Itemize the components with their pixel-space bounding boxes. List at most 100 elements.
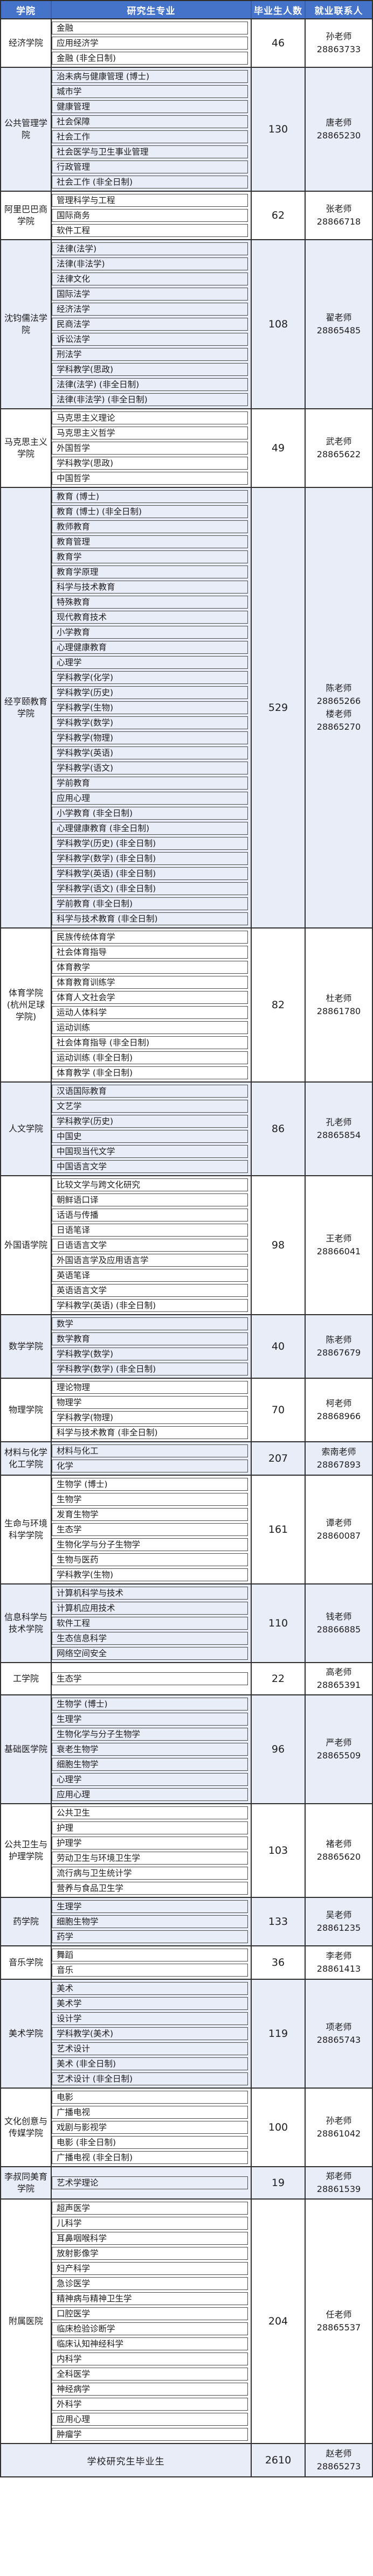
employment-contact: 杜老师 28861780 xyxy=(306,929,372,1081)
major-cell: 日语笔译 xyxy=(52,1224,248,1237)
major-cell: 中国史 xyxy=(52,1130,248,1143)
major-cell: 小学教育 xyxy=(52,626,248,639)
college-name: 基础医学院 xyxy=(1,1695,52,1803)
major-cell: 学科教学(物理) xyxy=(52,1411,248,1424)
major-cell: 临床认知神经科学 xyxy=(52,2337,248,2350)
footer-label: 学校研究生毕业生 xyxy=(1,2444,252,2476)
major-cell: 学科教学(数学) (非全日制) xyxy=(52,1363,248,1376)
major-cell: 体育人文社会学 xyxy=(52,991,248,1004)
college-name: 公共管理学院 xyxy=(1,68,52,191)
majors-column: 生理学 细胞生物学 药学 xyxy=(52,1898,252,1945)
college-name: 马克思主义学院 xyxy=(1,409,52,487)
major-cell: 劳动卫生与环境卫生学 xyxy=(52,1852,248,1865)
major-cell: 中国现当代文学 xyxy=(52,1145,248,1158)
graduate-count: 204 xyxy=(252,2200,306,2443)
college-name: 公共卫生与护理学院 xyxy=(1,1804,52,1897)
major-cell: 学科教学(数学) xyxy=(52,716,248,729)
college-name: 外国语学院 xyxy=(1,1176,52,1314)
graduate-count: 46 xyxy=(252,19,306,67)
college-name: 美术学院 xyxy=(1,1980,52,2088)
major-cell: 耳鼻咽喉科学 xyxy=(52,2232,248,2245)
table-body: 经济学院 金融 应用经济学 金融 (非全日制) 46 孙老师 28863733 公共管理学院治… xyxy=(1,18,372,2443)
employment-contact: 项老师 28865743 xyxy=(306,1980,372,2088)
major-cell: 汉语国际教育 xyxy=(52,1085,248,1098)
college-name: 李叔同美育学院 xyxy=(1,2167,52,2198)
college-section: 工学院 生态学 22 高老师 28865391 xyxy=(1,1662,372,1694)
major-cell: 教育 (博士) (非全日制) xyxy=(52,505,248,518)
major-cell: 药学 xyxy=(52,1930,248,1943)
contact-phone: 28861780 xyxy=(316,1006,361,1016)
major-cell: 学科教学(思政) xyxy=(52,457,248,470)
college-section: 美术学院 美术 美术学 设计学 学科教学(美术) 艺术设计 美术 (非全日制) 艺术设计 (非… xyxy=(1,1979,372,2088)
graduate-employment-table: 学院 研究生专业 毕业生人数 就业联系人 经济学院 金融 应用经济学 金融 (非全日制… xyxy=(0,0,373,2477)
major-cell: 学科教学(化学) xyxy=(52,671,248,684)
major-cell: 肿瘤学 xyxy=(52,2428,248,2441)
major-cell: 放射影像学 xyxy=(52,2247,248,2260)
major-cell: 社会工作 xyxy=(52,130,248,143)
contact-name: 严老师 xyxy=(326,1737,352,1748)
major-cell: 应用经济学 xyxy=(52,37,248,50)
college-section: 经济学院 金融 应用经济学 金融 (非全日制) 46 孙老师 28863733 xyxy=(1,18,372,67)
major-cell: 数学教育 xyxy=(52,1332,248,1345)
contact-phone: 28865854 xyxy=(316,1130,361,1140)
major-cell: 经济法学 xyxy=(52,303,248,316)
majors-column: 治未病与健康管理 (博士) 城市学 健康管理 社会保障 社会工作 社会医学与卫生事业管理行… xyxy=(52,68,252,191)
major-cell: 民商法学 xyxy=(52,318,248,331)
majors-column: 法律(法学) 法律(非法学) 法律文化 国际法学 经济法学 民商法学 诉讼法学 刑法学 学科教学… xyxy=(52,240,252,408)
major-cell: 科学与技术教育 xyxy=(52,581,248,594)
employment-contact: 陈老师 28867679 xyxy=(306,1315,372,1378)
contact-name: 索南老师 xyxy=(321,1447,356,1457)
major-cell: 美术学 xyxy=(52,1997,248,2010)
majors-column: 金融 应用经济学 金融 (非全日制) xyxy=(52,19,252,67)
major-cell: 科学与技术教育 (非全日制) xyxy=(52,1426,248,1439)
contact-phone: 28865230 xyxy=(316,130,361,141)
major-cell: 护理 xyxy=(52,1821,248,1834)
header-college: 学院 xyxy=(1,1,52,18)
major-cell: 社会工作 (非全日制) xyxy=(52,176,248,189)
contact-phone: 28863733 xyxy=(316,44,361,54)
college-name: 沈钧儒法学院 xyxy=(1,240,52,408)
contact-name: 张老师 xyxy=(326,204,352,214)
major-cell: 内科学 xyxy=(52,2352,248,2365)
majors-column: 美术 美术学 设计学 学科教学(美术) 艺术设计 美术 (非全日制) 艺术设计 (非全日制) xyxy=(52,1980,252,2088)
major-cell: 超声医学 xyxy=(52,2202,248,2215)
major-cell: 法律(法学) (非全日制) xyxy=(52,378,248,391)
graduate-count: 40 xyxy=(252,1315,306,1378)
employment-contact: 唐老师 28865230 xyxy=(306,68,372,191)
major-cell: 护理学 xyxy=(52,1837,248,1849)
major-cell: 学科教学(历史) xyxy=(52,1115,248,1128)
major-cell: 衰老生物学 xyxy=(52,1743,248,1756)
graduate-count: 98 xyxy=(252,1176,306,1314)
major-cell: 广播电视 (非全日制) xyxy=(52,2151,248,2164)
majors-column: 生物学 (博士) 生物学 发育生物学 生态学 生物化学与分子生物学 生物与医药 学科教学(生… xyxy=(52,1476,252,1583)
employment-contact: 谭老师 28860087 xyxy=(306,1476,372,1583)
graduate-count: 110 xyxy=(252,1584,306,1662)
major-cell: 现代教育技术 xyxy=(52,611,248,624)
major-cell: 软件工程 xyxy=(52,1617,248,1630)
major-cell: 舞蹈 xyxy=(52,1949,248,1961)
college-section: 物理学院 理论物理 物理学 学科教学(物理) 科学与技术教育 (非全日制) 70 柯老师 28… xyxy=(1,1378,372,1441)
major-cell: 口腔医学 xyxy=(52,2307,248,2320)
major-cell: 学科教学(英语) (非全日制) xyxy=(52,867,248,880)
graduate-count: 130 xyxy=(252,68,306,191)
major-cell: 文艺学 xyxy=(52,1100,248,1113)
major-cell: 流行病与卫生统计学 xyxy=(52,1867,248,1880)
major-cell: 艺术设计 (非全日制) xyxy=(52,2072,248,2085)
college-name: 经济学院 xyxy=(1,19,52,67)
major-cell: 学前教育 xyxy=(52,777,248,790)
footer-row: 学校研究生毕业生 2610 赵老师 28865273 xyxy=(1,2443,372,2476)
college-name: 阿里巴巴商学院 xyxy=(1,192,52,239)
contact-phone: 28866041 xyxy=(316,1246,361,1256)
graduate-count: 96 xyxy=(252,1695,306,1803)
major-cell: 细胞生物学 xyxy=(52,1758,248,1771)
major-cell: 数学 xyxy=(52,1317,248,1330)
major-cell: 教育管理 xyxy=(52,535,248,548)
contact-phone: 28865270 xyxy=(316,722,361,732)
contact-phone: 28861539 xyxy=(316,2184,361,2194)
major-cell: 广播电视 xyxy=(52,2106,248,2119)
contact-name: 孙老师 xyxy=(326,2116,352,2126)
major-cell: 应用心理 xyxy=(52,2413,248,2426)
graduate-count: 108 xyxy=(252,240,306,408)
majors-column: 比较文学与跨文化研究 朝鲜语口译 话语与传播 日语笔译 日语语言文学 外国语言学及应用语言… xyxy=(52,1176,252,1314)
contact-phone: 28866885 xyxy=(316,1624,361,1635)
